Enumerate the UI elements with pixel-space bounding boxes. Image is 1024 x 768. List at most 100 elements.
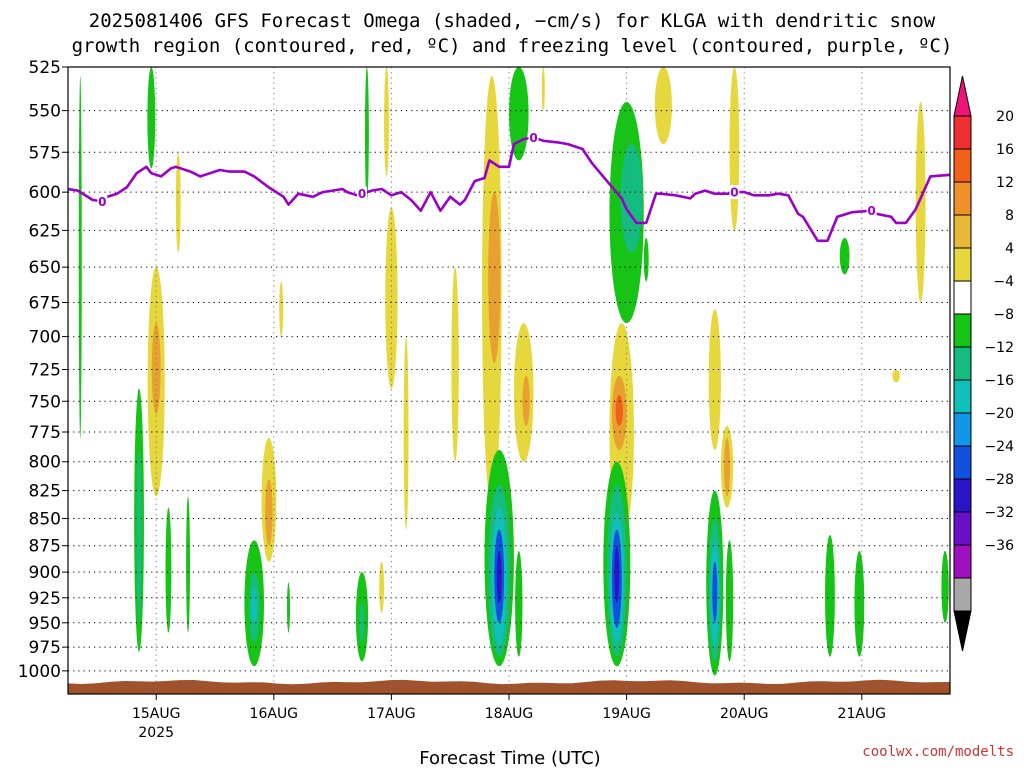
colorbar-box-1	[953, 148, 972, 183]
colorbar-box-5	[953, 280, 972, 315]
x-tick-label-15AUG: 15AUG	[132, 706, 181, 722]
x-tick-label-20AUG: 20AUG	[720, 706, 769, 722]
y-tick-label-975: 975	[29, 638, 61, 658]
omega-region-51	[729, 67, 740, 231]
colorbar-bottom-arrow	[953, 610, 972, 652]
colorbar-label-8: −16	[984, 373, 1014, 389]
y-tick-label-700: 700	[29, 328, 61, 348]
omega-region-19	[364, 67, 369, 200]
y-tick-label-1000: 1000	[18, 662, 61, 682]
y-tick-label-925: 925	[29, 589, 61, 609]
colorbar-box-13	[953, 544, 972, 579]
colorbar-box-7	[953, 346, 972, 381]
colorbar-label-1: 16	[996, 142, 1014, 158]
x-axis-ticks: 15AUG 2025 16AUG 17AUG 18AUG 19AUG 20AUG 21AUG	[132, 694, 886, 741]
omega-region-56	[725, 540, 734, 662]
omega-region-7	[165, 507, 172, 633]
omega-region-17	[359, 602, 365, 643]
omega-region-55	[712, 561, 718, 623]
y-tick-label-600: 600	[29, 183, 61, 203]
omega-region-57	[825, 534, 835, 657]
omega-region-0	[78, 75, 82, 439]
omega-region-10	[265, 479, 273, 546]
freezing-label-bg-3	[729, 185, 740, 200]
y-tick-label-550: 550	[29, 102, 61, 122]
omega-region-35	[541, 67, 545, 111]
colorbar-box-11	[953, 478, 972, 513]
colorbar-label-0: 20	[996, 109, 1014, 125]
omega-region-31	[515, 551, 523, 657]
y-tick-label-825: 825	[29, 482, 61, 502]
omega-region-41	[643, 237, 649, 282]
colorbar-label-2: 12	[996, 175, 1014, 191]
grid-layer	[68, 66, 950, 694]
colorbar-label-4: 4	[1005, 241, 1014, 257]
y-tick-label-900: 900	[29, 563, 61, 583]
chart-title-line-2: growth region (contoured, red, ºC) and f…	[72, 35, 953, 57]
omega-region-4	[175, 152, 181, 253]
omega-region-18	[379, 561, 385, 613]
omega-region-30	[496, 551, 502, 603]
y-tick-label-850: 850	[29, 510, 61, 530]
y-tick-label-950: 950	[29, 614, 61, 634]
freezing-level-line	[68, 136, 950, 243]
y-tick-label-875: 875	[29, 537, 61, 557]
credit-text: coolwx.com/modelts	[862, 744, 1014, 760]
freezing-label-0: 0	[98, 195, 106, 209]
colorbar-label-9: −20	[984, 406, 1014, 422]
colorbar-box-4	[953, 247, 972, 282]
colorbar-label-3: 8	[1005, 208, 1014, 224]
chart-title-line-1: 2025081406 GFS Forecast Omega (shaded, −…	[89, 10, 936, 32]
y-tick-label-675: 675	[29, 294, 61, 314]
colorbar-box-14	[953, 577, 972, 612]
x-tick-label-16AUG: 16AUG	[250, 706, 299, 722]
colorbar-box-6	[953, 313, 972, 348]
colorbar-top-arrow	[953, 75, 972, 117]
omega-region-25	[488, 192, 501, 364]
omega-region-50	[724, 438, 730, 497]
x-axis-label: Forecast Time (UTC)	[419, 748, 600, 768]
colorbar-box-12	[953, 511, 972, 546]
omega-region-34	[509, 67, 529, 161]
x-tick-sublabel-15AUG: 2025	[138, 725, 174, 741]
omega-region-23	[451, 267, 459, 462]
colorbar-box-8	[953, 379, 972, 414]
freezing-label-2: 0	[529, 131, 537, 145]
y-tick-label-750: 750	[29, 392, 61, 412]
freezing-label-bg-1	[357, 186, 367, 201]
x-tick-label-18AUG: 18AUG	[485, 706, 534, 722]
omega-region-22	[403, 336, 409, 530]
omega-region-1	[147, 67, 156, 169]
omega-region-3	[151, 323, 161, 414]
x-tick-label-19AUG: 19AUG	[602, 706, 651, 722]
omega-shading-layer	[78, 67, 949, 676]
omega-region-15	[287, 582, 290, 633]
omega-region-60	[892, 369, 900, 383]
omega-region-58	[839, 237, 850, 275]
x-tick-label-21AUG: 21AUG	[838, 706, 887, 722]
omega-region-47	[614, 545, 620, 603]
colorbar-label-13: −36	[984, 538, 1014, 554]
colorbar-box-2	[953, 181, 972, 216]
freezing-label-3: 0	[730, 186, 738, 200]
freezing-level-layer: 0 0 0 0 0	[68, 130, 950, 243]
colorbar-label-11: −28	[984, 472, 1014, 488]
omega-region-21	[385, 207, 398, 389]
y-tick-label-725: 725	[29, 360, 61, 380]
freezing-label-4: 0	[867, 204, 875, 218]
omega-region-20	[384, 67, 389, 177]
y-tick-label-650: 650	[29, 258, 61, 278]
omega-region-59	[854, 551, 865, 657]
y-tick-label-800: 800	[29, 453, 61, 473]
freezing-label-1: 0	[358, 187, 366, 201]
y-tick-label-775: 775	[29, 423, 61, 443]
omega-region-61	[915, 102, 926, 303]
colorbar-box-3	[953, 214, 972, 249]
omega-region-48	[708, 309, 721, 450]
y-axis-ticks: 525 550 575 600 625 650 675 700 725 750 775 800 825 8…	[18, 58, 68, 682]
colorbar: 20 16 12 8 4 −4 −8 −12 −16 −20 −24 −28 −32 −36	[953, 75, 1014, 652]
colorbar-label-12: −32	[984, 505, 1014, 521]
x-tick-label-17AUG: 17AUG	[367, 706, 416, 722]
omega-region-14	[279, 281, 284, 337]
